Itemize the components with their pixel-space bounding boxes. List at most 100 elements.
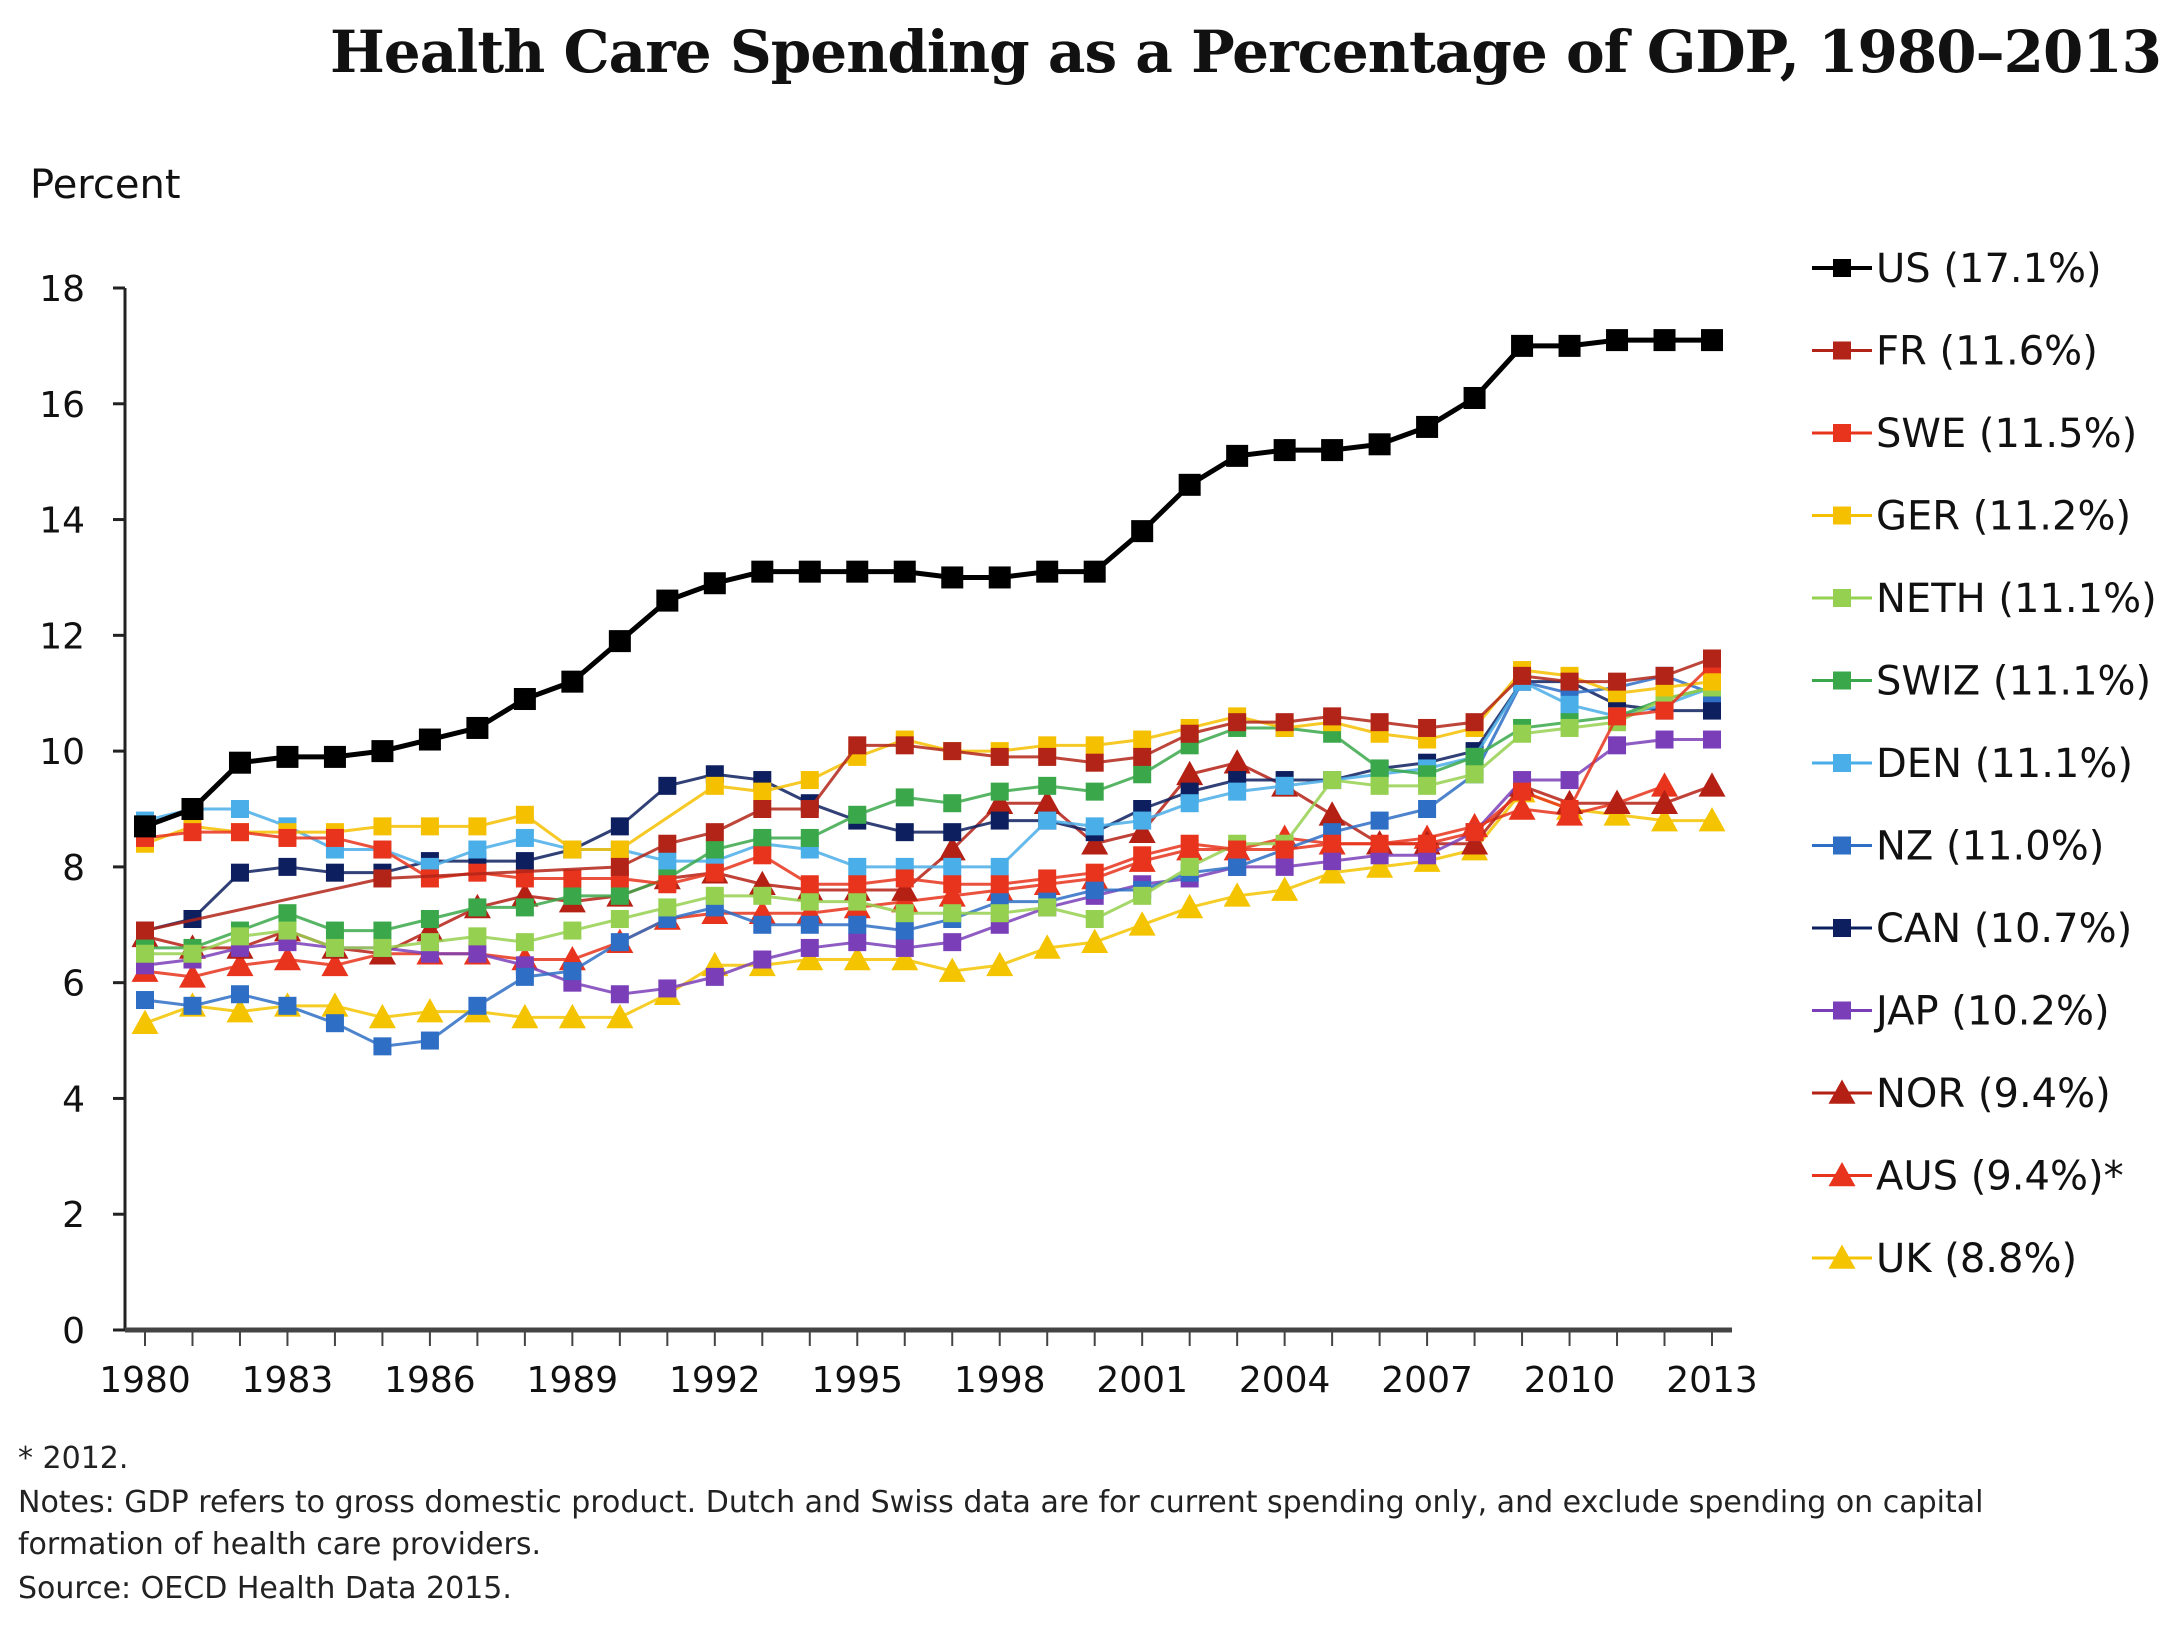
data-point <box>373 1037 392 1056</box>
data-point <box>1655 730 1674 749</box>
data-point <box>515 869 534 888</box>
series-line-swe <box>144 663 1714 886</box>
data-point <box>895 921 914 940</box>
data-point <box>1318 859 1346 884</box>
data-point <box>561 670 584 693</box>
data-point <box>891 876 919 901</box>
data-point <box>753 915 772 934</box>
data-point <box>658 979 677 998</box>
data-point <box>943 904 962 923</box>
data-point <box>1608 736 1627 755</box>
data-point <box>1271 876 1299 901</box>
legend-label: AUS (9.4%)* <box>1876 1154 2124 1200</box>
data-point <box>608 630 631 653</box>
data-point <box>278 857 297 876</box>
y-tick-label: 14 <box>39 501 85 542</box>
legend-marker <box>1833 424 1851 442</box>
data-point <box>226 998 254 1023</box>
data-point <box>1370 713 1389 732</box>
source-text: Source: OECD Health Data 2015. <box>18 1571 512 1606</box>
data-point <box>278 921 297 940</box>
data-point <box>131 1009 159 1034</box>
data-point <box>1418 800 1437 818</box>
legend-label: SWIZ (11.1%) <box>1876 659 2151 705</box>
data-point <box>373 938 392 957</box>
data-point <box>515 852 534 871</box>
legend-marker <box>1833 671 1851 690</box>
data-point <box>1608 672 1627 691</box>
data-point <box>1323 852 1342 871</box>
data-point <box>1033 789 1061 815</box>
data-point <box>800 892 819 911</box>
data-point <box>610 817 629 836</box>
data-point <box>1180 724 1199 743</box>
data-point <box>558 1003 586 1029</box>
data-point <box>1651 807 1679 832</box>
data-point <box>1133 747 1152 766</box>
data-point <box>1275 776 1294 795</box>
y-tick-label: 6 <box>62 964 85 1005</box>
data-point <box>938 836 966 861</box>
data-point <box>1701 329 1723 352</box>
data-point <box>610 933 629 952</box>
data-point <box>1133 730 1152 749</box>
data-point <box>515 828 534 847</box>
data-point <box>656 589 679 612</box>
data-point <box>1033 934 1061 959</box>
data-point <box>1370 759 1389 778</box>
data-point <box>1038 811 1057 830</box>
data-point <box>134 815 156 838</box>
data-point <box>1603 789 1631 815</box>
data-point <box>610 857 629 876</box>
data-point <box>1085 863 1104 882</box>
data-point <box>321 951 349 977</box>
data-point <box>136 991 154 1010</box>
data-point <box>938 882 966 907</box>
legend-marker <box>1828 1079 1856 1104</box>
legend-marker <box>1828 1162 1856 1187</box>
data-point <box>753 800 772 818</box>
x-tick-label: 1989 <box>527 1360 619 1401</box>
series-line-us <box>144 337 1712 829</box>
data-point <box>753 886 772 905</box>
data-point <box>1275 857 1294 876</box>
data-point <box>1465 765 1484 784</box>
data-point <box>515 805 534 824</box>
legend-label: NZ (11.0%) <box>1876 824 2104 870</box>
data-point <box>703 572 726 595</box>
data-point <box>416 998 444 1023</box>
chart-title: Health Care Spending as a Percentage of … <box>330 18 2160 86</box>
series-nor <box>131 749 1726 965</box>
data-point <box>1606 329 1629 352</box>
y-tick-label: 4 <box>62 1079 85 1120</box>
data-point <box>1461 830 1489 855</box>
series-line-fr <box>144 657 1713 933</box>
data-point <box>895 823 914 842</box>
legend-item-us: US (17.1%) <box>1812 246 2102 292</box>
data-point <box>1081 928 1109 953</box>
x-tick-label: 1992 <box>669 1360 761 1401</box>
data-point <box>373 921 392 940</box>
data-point <box>1038 898 1057 917</box>
legend-marker <box>1833 589 1851 607</box>
y-axis-label: Percent <box>30 162 181 208</box>
data-point <box>705 823 724 842</box>
data-point <box>1273 439 1296 462</box>
data-point <box>230 823 249 842</box>
data-point <box>1465 823 1484 842</box>
data-point <box>848 857 867 876</box>
x-tick-label: 1995 <box>811 1360 903 1401</box>
data-point <box>1083 560 1106 583</box>
data-point <box>1180 857 1199 876</box>
y-tick-label: 12 <box>39 616 85 657</box>
data-point <box>230 863 249 882</box>
data-point <box>228 751 251 774</box>
data-point <box>181 798 204 820</box>
data-point <box>800 771 819 790</box>
data-point <box>943 823 962 842</box>
data-point <box>751 560 774 583</box>
data-point <box>325 1014 344 1033</box>
data-point <box>1655 701 1674 720</box>
data-point <box>843 946 871 971</box>
data-point <box>658 875 677 894</box>
